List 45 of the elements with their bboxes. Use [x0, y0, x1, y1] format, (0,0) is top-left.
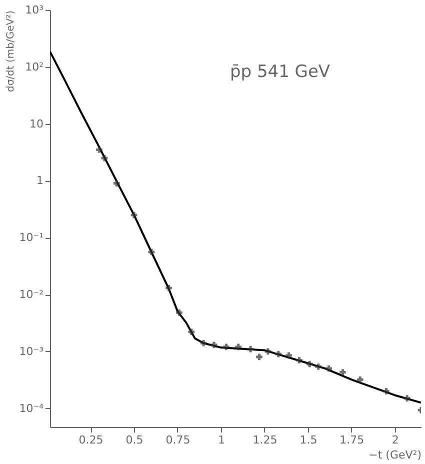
point	[275, 350, 282, 358]
y-axis-title: dσ/dt (mb/GeV²)	[5, 10, 16, 92]
point	[256, 354, 262, 360]
x-tick-label: 1.25	[252, 434, 278, 446]
point	[306, 360, 313, 368]
x-tick-label: 2	[392, 434, 399, 446]
point	[210, 342, 218, 348]
x-tick-label: 0.25	[78, 434, 104, 446]
x-tick-label: 0.75	[166, 434, 190, 446]
point	[286, 352, 292, 359]
y-tick-label: 10⁻³	[19, 344, 44, 358]
point	[404, 395, 410, 402]
point	[96, 146, 102, 153]
x-tick-label: 1.75	[340, 434, 364, 446]
point	[383, 388, 390, 394]
x-tick-label: 1.5	[300, 434, 318, 446]
x-axis-title: −t (GeV²)	[368, 448, 422, 462]
point	[176, 310, 182, 316]
y-tick-label: 10⁻⁴	[19, 402, 44, 415]
point	[326, 365, 332, 372]
point	[340, 369, 346, 376]
point	[296, 357, 302, 364]
x-tick-label: 1	[218, 434, 225, 446]
annotation: p̄p 541 GeV	[230, 62, 330, 82]
point	[101, 154, 108, 162]
point	[223, 344, 230, 350]
point	[315, 364, 322, 370]
y-tick-label: 10³	[25, 4, 44, 16]
x-tick-label: 0.5	[126, 434, 144, 446]
point	[130, 212, 138, 218]
point	[166, 284, 172, 292]
y-tick-label: 1	[36, 174, 44, 188]
y-tick-label: 10⁻²	[19, 288, 44, 302]
point	[235, 344, 242, 350]
y-tick-label: 10²	[25, 60, 44, 74]
y-tick-label: 10	[30, 117, 44, 130]
y-tick-label: 10⁻¹	[19, 231, 44, 244]
line-series	[50, 50, 421, 404]
point	[264, 348, 272, 355]
point	[200, 340, 207, 346]
point	[247, 346, 254, 352]
point	[188, 328, 195, 336]
point	[356, 376, 364, 383]
point	[148, 248, 155, 256]
point	[113, 180, 120, 186]
